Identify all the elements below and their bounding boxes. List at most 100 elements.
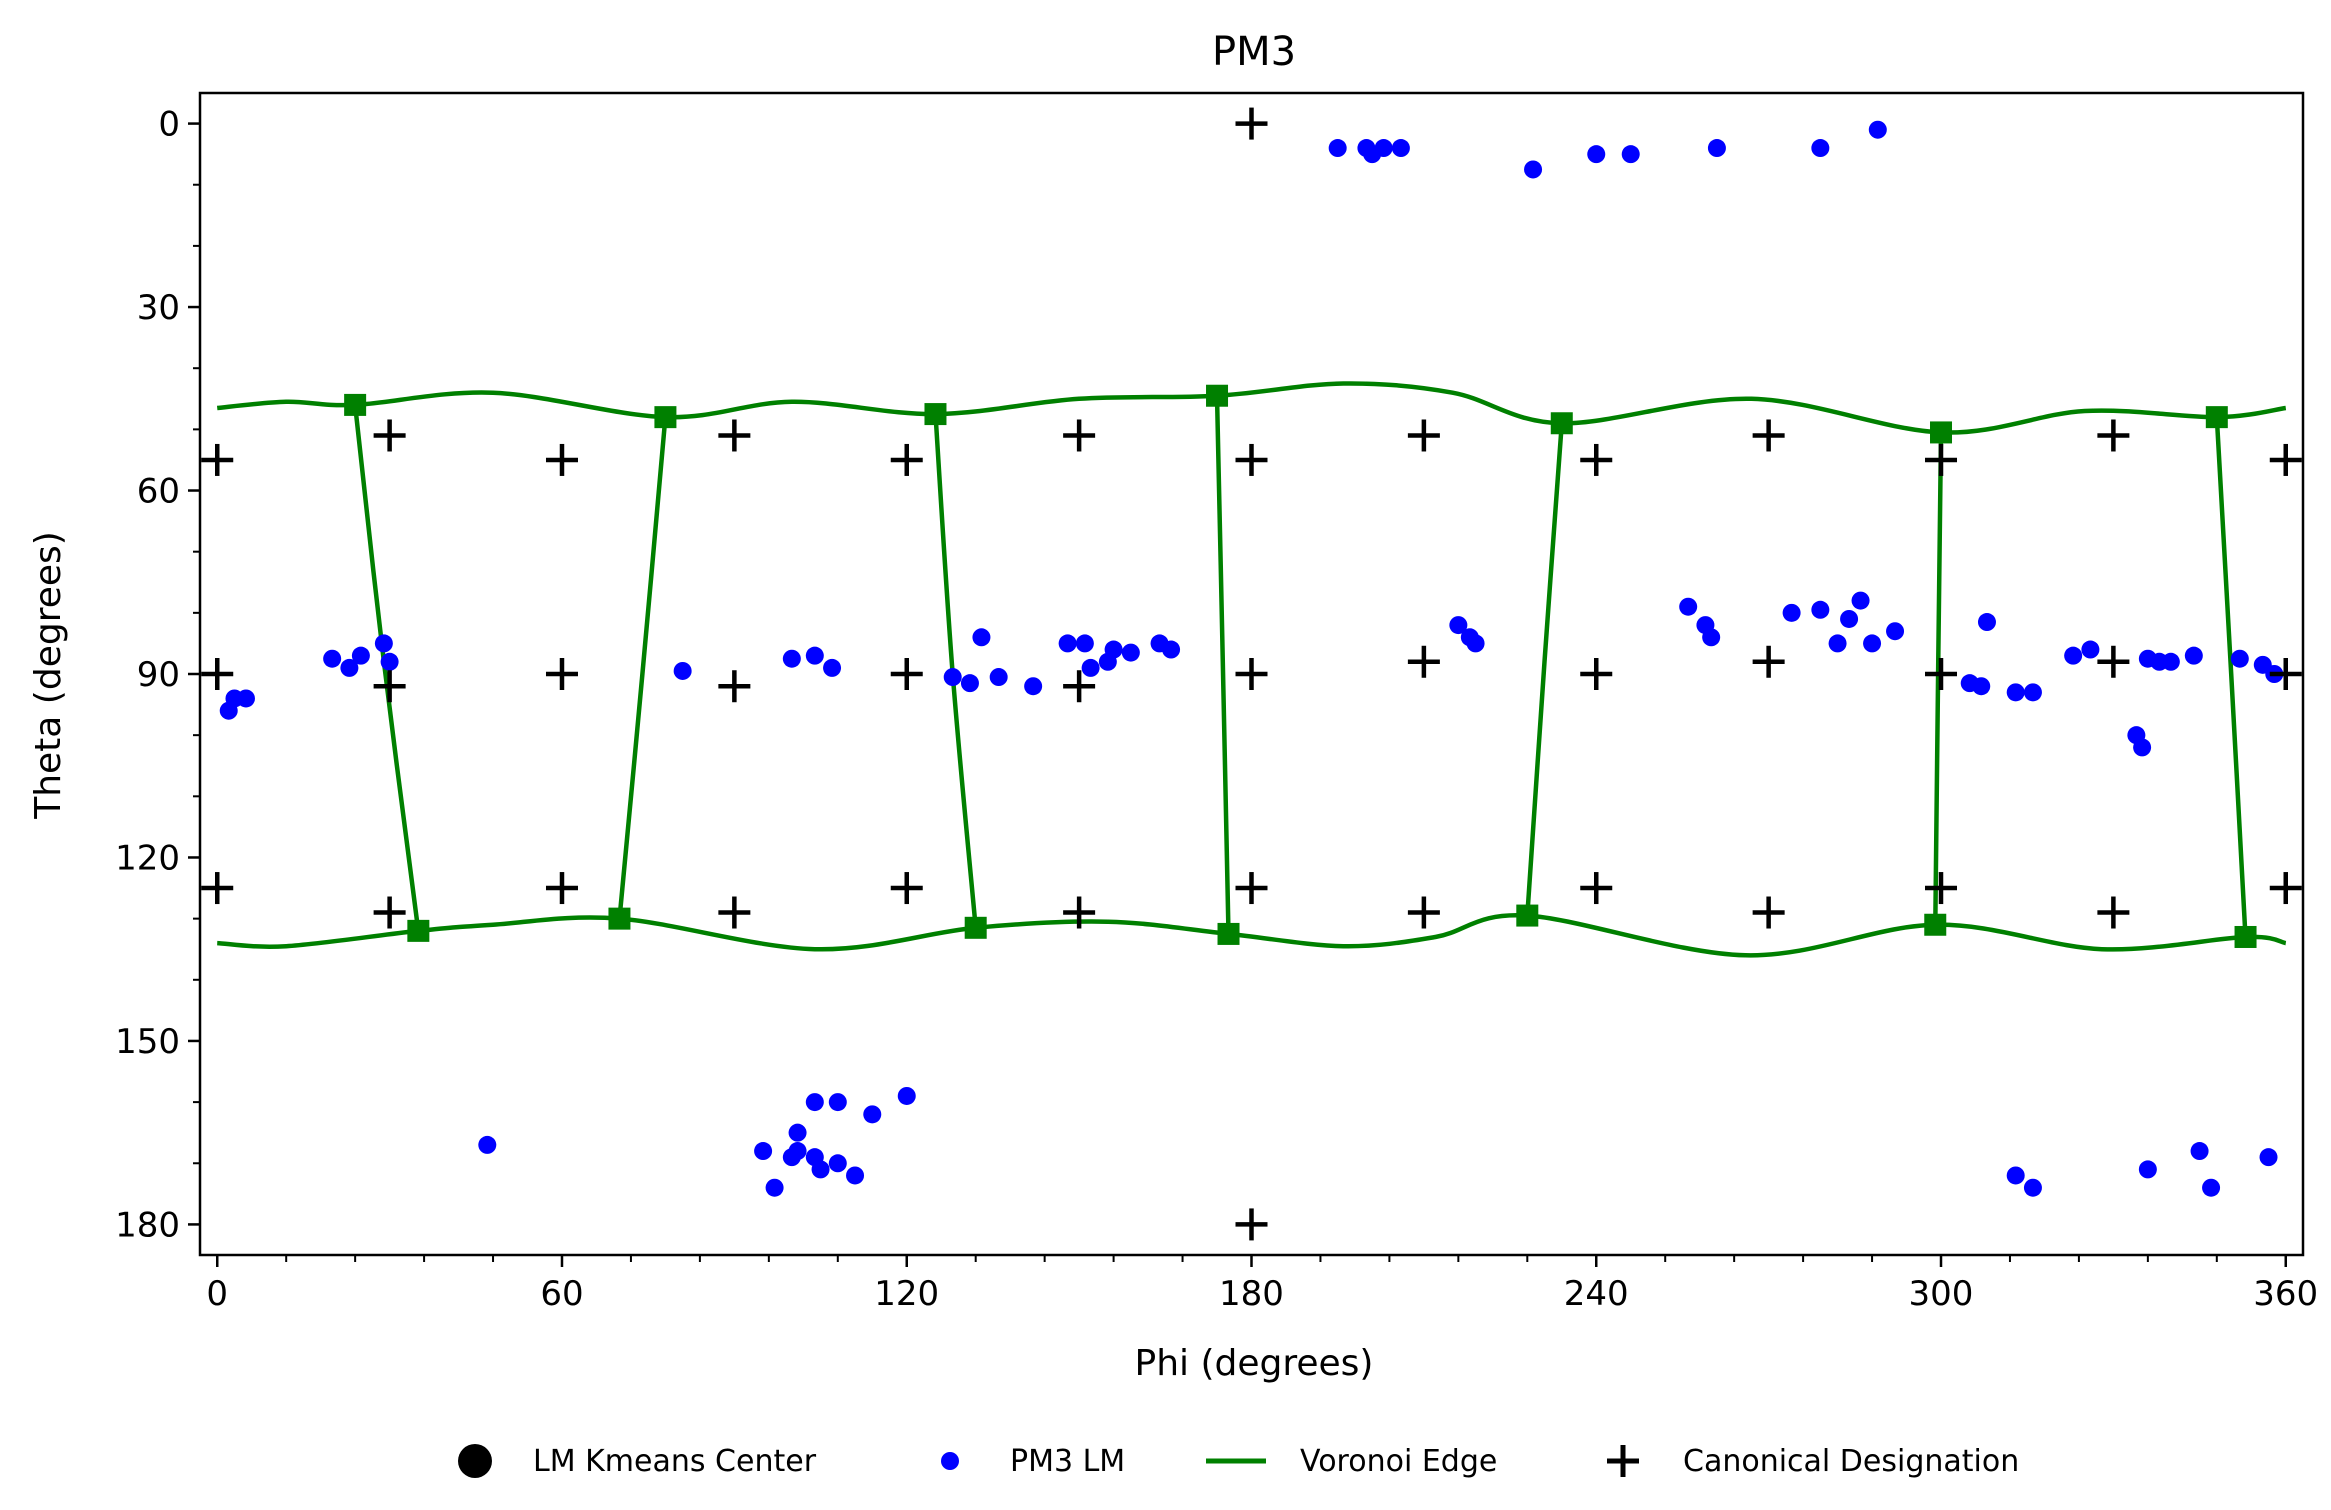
canonical-marker xyxy=(890,872,923,905)
lm-point xyxy=(2081,640,2100,659)
canonical-marker xyxy=(2269,658,2302,690)
canonical-marker xyxy=(1925,658,1958,690)
canonical-marker xyxy=(373,419,406,452)
canonical-marker xyxy=(201,443,234,476)
lm-point xyxy=(1075,634,1094,653)
x-tick-label: 240 xyxy=(1564,1274,1629,1314)
canonical-marker xyxy=(201,658,234,690)
canonical-marker xyxy=(373,670,406,703)
lm-point xyxy=(788,1123,807,1142)
canonical-marker xyxy=(1235,107,1268,140)
canonical-marker xyxy=(718,670,751,703)
lm-point xyxy=(2006,683,2025,702)
y-tick-label: 30 xyxy=(137,288,180,328)
lm-point xyxy=(2230,649,2249,668)
legend-lm-label: PM3 LM xyxy=(1010,1444,1125,1479)
lm-point xyxy=(828,1093,847,1112)
lm-point xyxy=(897,1086,916,1105)
lm-point xyxy=(2161,652,2180,671)
y-axis-label: Theta (degrees) xyxy=(28,531,69,820)
voronoi-vertex xyxy=(2234,925,2257,948)
x-tick-label: 120 xyxy=(874,1274,939,1314)
lm-point xyxy=(1081,658,1100,677)
canonical-marker xyxy=(1235,872,1268,905)
lm-point xyxy=(1058,634,1077,653)
lm-point xyxy=(805,646,824,665)
canonical-marker xyxy=(890,658,923,690)
canonical-marker xyxy=(1752,419,1785,452)
legend: LM Kmeans Center PM3 LM Voronoi Edge Can… xyxy=(458,1444,2019,1479)
voronoi-vertex xyxy=(1206,384,1229,407)
canonical-marker xyxy=(890,443,923,476)
y-tick-label: 150 xyxy=(115,1022,180,1062)
y-tick-label: 0 xyxy=(158,105,180,145)
x-tick-label: 180 xyxy=(1219,1274,1284,1314)
canonical-marker xyxy=(1063,670,1096,703)
canonical-marker xyxy=(2269,443,2302,476)
lm-point xyxy=(989,668,1008,687)
lm-point xyxy=(1162,640,1181,659)
lm-point xyxy=(2184,646,2203,665)
lm-point xyxy=(811,1160,830,1179)
canonical-marker xyxy=(1580,872,1613,905)
legend-canonical-label: Canonical Designation xyxy=(1683,1444,2019,1479)
plot-area: 0 60 120 180 240 300 360 0 30 60 90 120 150 180 xyxy=(115,91,2318,1314)
lm-point xyxy=(1840,609,1859,628)
canonical-marker xyxy=(1063,419,1096,452)
lm-point xyxy=(1863,634,1882,653)
canonical-marker xyxy=(1235,658,1268,690)
lm-point xyxy=(2202,1178,2221,1197)
canonical-marker xyxy=(1407,419,1440,452)
voronoi-vertex xyxy=(344,393,367,416)
canonical-marker xyxy=(1235,443,1268,476)
x-axis-label: Phi (degrees) xyxy=(1135,1343,1374,1384)
lm-point xyxy=(2190,1142,2209,1161)
canonical-marker xyxy=(201,872,234,905)
lm-point xyxy=(2138,1160,2157,1179)
y-tick-label: 60 xyxy=(137,472,180,512)
x-tick-label: 300 xyxy=(1909,1274,1974,1314)
canonical-marker xyxy=(1752,645,1785,678)
canonical-marker xyxy=(1063,896,1096,929)
lm-point xyxy=(1707,139,1726,158)
lm-point xyxy=(828,1154,847,1173)
plot-inner xyxy=(201,107,2302,1241)
lm-point xyxy=(1328,139,1347,158)
lm-point xyxy=(351,646,370,665)
lm-point xyxy=(805,1093,824,1112)
x-tick-label: 60 xyxy=(540,1274,583,1314)
x-tick-label: 360 xyxy=(2253,1274,2318,1314)
canonical-marker xyxy=(1407,645,1440,678)
canonical-marker xyxy=(545,872,578,905)
legend-lm-marker xyxy=(941,1452,959,1470)
lm-point xyxy=(2259,1148,2278,1167)
lm-point xyxy=(1621,145,1640,164)
lm-point xyxy=(374,634,393,653)
lm-point xyxy=(1851,591,1870,610)
voronoi-vertex xyxy=(1516,904,1539,927)
lm-point xyxy=(1466,634,1485,653)
lm-point xyxy=(2133,738,2152,757)
lm-point xyxy=(1374,139,1393,158)
lm-point xyxy=(1811,139,1830,158)
x-tick-label: 0 xyxy=(206,1274,228,1314)
canonical-marker xyxy=(1580,443,1613,476)
lm-point xyxy=(1391,139,1410,158)
lm-point xyxy=(1972,677,1991,696)
lm-point xyxy=(863,1105,882,1124)
canonical-marker xyxy=(1407,896,1440,929)
canonical-marker xyxy=(1235,1208,1268,1241)
canonical-marker xyxy=(2097,419,2130,452)
y-tick-label: 180 xyxy=(115,1205,180,1245)
legend-canonical-marker xyxy=(1607,1445,1639,1477)
canonical-marker xyxy=(1925,872,1958,905)
voronoi-vertex xyxy=(1217,922,1240,945)
lm-point xyxy=(2064,646,2083,665)
lm-point xyxy=(1886,622,1905,641)
lm-point xyxy=(1977,613,1996,632)
lm-point xyxy=(1121,643,1140,662)
voronoi-edge-vertical xyxy=(2214,416,2248,938)
lm-point xyxy=(2023,1178,2042,1197)
